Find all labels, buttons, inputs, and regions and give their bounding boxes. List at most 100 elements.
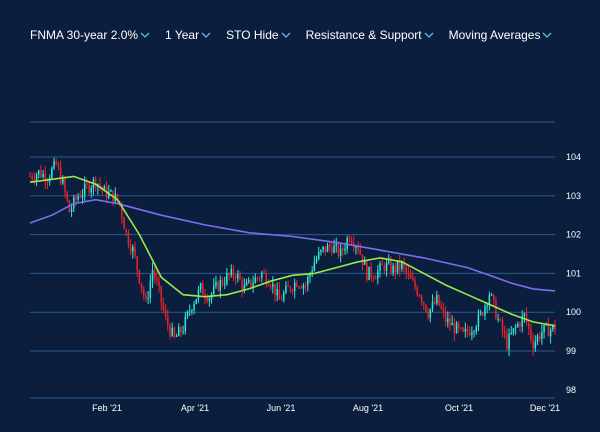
candle-down xyxy=(482,312,484,316)
candle-down xyxy=(394,265,397,272)
candle-down xyxy=(142,288,145,297)
candle-down xyxy=(370,266,373,278)
security-dropdown[interactable]: FNMA 30-year 2.0% xyxy=(30,28,150,42)
candle-down xyxy=(466,328,469,332)
candle-up xyxy=(488,294,491,306)
candle-down xyxy=(337,243,340,256)
candle-down xyxy=(412,278,414,281)
x-tick-label: Aug '21 xyxy=(353,403,383,413)
candle-up xyxy=(195,298,198,304)
candle-down xyxy=(409,273,412,279)
candle-down xyxy=(501,320,504,332)
candle-up xyxy=(497,318,499,320)
candle-up xyxy=(223,283,226,285)
candle-up xyxy=(447,318,449,322)
candle-up xyxy=(552,324,554,330)
candle-down xyxy=(75,197,77,200)
candle-down xyxy=(160,286,163,303)
candle-up xyxy=(276,288,278,296)
candle-down xyxy=(86,183,88,185)
candle-up xyxy=(541,332,543,339)
chevron-down-icon xyxy=(281,32,291,38)
candle-down xyxy=(88,184,90,193)
candle-down xyxy=(499,318,502,321)
candle-down xyxy=(46,181,49,183)
candle-up xyxy=(272,283,274,287)
candle-down xyxy=(433,301,436,304)
candle-up xyxy=(313,262,316,271)
period-dropdown[interactable]: 1 Year xyxy=(165,28,211,42)
candle-up xyxy=(355,246,357,248)
y-tick-label: 98 xyxy=(566,385,576,395)
candle-down xyxy=(156,278,158,282)
candle-down xyxy=(420,296,423,303)
candle-down xyxy=(460,327,462,329)
candle-down xyxy=(64,178,66,192)
candle-down xyxy=(457,323,460,328)
candle-down xyxy=(127,232,130,246)
candle-down xyxy=(527,322,530,329)
candle-down xyxy=(442,308,445,312)
candle-up xyxy=(363,261,366,265)
candle-up xyxy=(335,243,338,246)
candle-up xyxy=(385,263,388,271)
candle-up xyxy=(484,305,486,316)
candle-down xyxy=(29,176,31,178)
candle-up xyxy=(193,303,195,311)
candle-down xyxy=(169,325,171,336)
candles xyxy=(29,157,556,357)
candle-down xyxy=(414,280,416,288)
candle-down xyxy=(33,178,36,181)
candle-down xyxy=(274,283,276,296)
resistance-support-dropdown[interactable]: Resistance & Support xyxy=(306,28,434,42)
candle-up xyxy=(320,249,322,253)
candle-down xyxy=(403,262,405,267)
candle-down xyxy=(374,278,377,280)
candle-up xyxy=(285,285,287,293)
candle-up xyxy=(53,161,55,169)
candle-down xyxy=(525,313,528,323)
candle-down xyxy=(241,279,243,290)
candle-up xyxy=(475,327,478,332)
candle-up xyxy=(315,258,318,263)
security-dropdown-label: FNMA 30-year 2.0% xyxy=(30,28,139,42)
candle-down xyxy=(328,245,331,248)
candle-down xyxy=(129,245,132,252)
candle-up xyxy=(534,341,537,349)
candle-up xyxy=(521,316,523,327)
candle-up xyxy=(387,261,390,264)
candle-up xyxy=(107,191,110,198)
moving-averages-dropdown[interactable]: Moving Averages xyxy=(449,28,553,42)
candle-up xyxy=(431,301,434,310)
candle-down xyxy=(440,305,443,309)
candle-up xyxy=(477,313,480,328)
candle-down xyxy=(40,170,42,178)
candle-up xyxy=(392,265,394,273)
toolbar: FNMA 30-year 2.0% 1 Year STO Hide Resist… xyxy=(30,26,567,44)
candle-up xyxy=(254,277,257,284)
candle-up xyxy=(436,294,438,304)
chevron-down-icon xyxy=(424,32,434,38)
candle-up xyxy=(282,292,285,301)
candle-down xyxy=(138,270,141,283)
candle-down xyxy=(258,277,261,279)
candle-down xyxy=(438,294,440,306)
candle-up xyxy=(83,183,86,196)
candle-up xyxy=(191,310,193,312)
sto-dropdown[interactable]: STO Hide xyxy=(226,28,291,42)
candle-up xyxy=(110,190,112,192)
candle-down xyxy=(180,327,182,333)
candle-up xyxy=(182,331,184,333)
candle-up xyxy=(103,186,106,190)
candle-up xyxy=(377,270,379,279)
candle-down xyxy=(121,203,123,218)
candle-up xyxy=(42,173,44,178)
candle-down xyxy=(291,290,294,292)
moving-averages-dropdown-label: Moving Averages xyxy=(448,28,541,42)
candle-down xyxy=(94,178,97,187)
candle-up xyxy=(151,270,154,282)
candle-up xyxy=(311,270,313,274)
candle-up xyxy=(514,326,517,329)
candle-down xyxy=(425,304,427,312)
